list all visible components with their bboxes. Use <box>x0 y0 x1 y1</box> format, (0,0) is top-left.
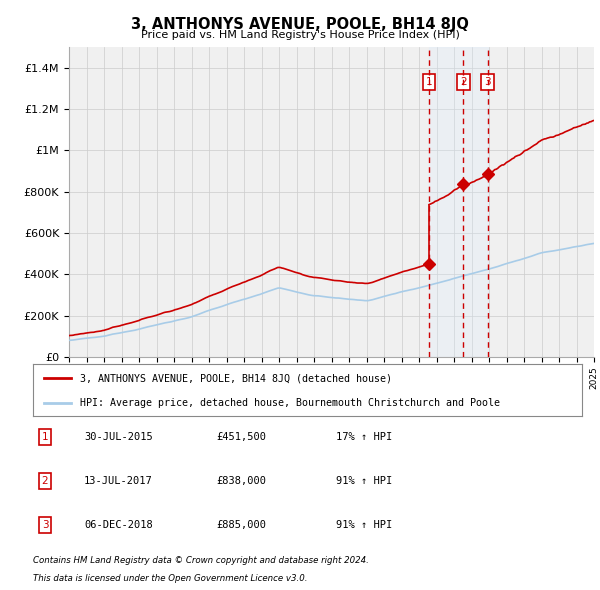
Text: 1: 1 <box>41 432 49 441</box>
Text: 91% ↑ HPI: 91% ↑ HPI <box>336 476 392 486</box>
Text: 06-DEC-2018: 06-DEC-2018 <box>84 520 153 530</box>
Text: 91% ↑ HPI: 91% ↑ HPI <box>336 520 392 530</box>
Text: 2: 2 <box>460 77 467 87</box>
Text: Contains HM Land Registry data © Crown copyright and database right 2024.: Contains HM Land Registry data © Crown c… <box>33 556 369 565</box>
Text: £885,000: £885,000 <box>216 520 266 530</box>
Text: HPI: Average price, detached house, Bournemouth Christchurch and Poole: HPI: Average price, detached house, Bour… <box>80 398 500 408</box>
Bar <box>429 47 488 357</box>
Text: 30-JUL-2015: 30-JUL-2015 <box>84 432 153 441</box>
Text: £838,000: £838,000 <box>216 476 266 486</box>
Text: 3, ANTHONYS AVENUE, POOLE, BH14 8JQ (detached house): 3, ANTHONYS AVENUE, POOLE, BH14 8JQ (det… <box>80 373 392 383</box>
Text: 3: 3 <box>484 77 491 87</box>
Text: 3: 3 <box>41 520 49 530</box>
Text: 13-JUL-2017: 13-JUL-2017 <box>84 476 153 486</box>
Text: 2: 2 <box>41 476 49 486</box>
Text: This data is licensed under the Open Government Licence v3.0.: This data is licensed under the Open Gov… <box>33 574 308 583</box>
Text: 1: 1 <box>426 77 433 87</box>
Text: 17% ↑ HPI: 17% ↑ HPI <box>336 432 392 441</box>
Text: £451,500: £451,500 <box>216 432 266 441</box>
Text: 3, ANTHONYS AVENUE, POOLE, BH14 8JQ: 3, ANTHONYS AVENUE, POOLE, BH14 8JQ <box>131 17 469 31</box>
Text: Price paid vs. HM Land Registry's House Price Index (HPI): Price paid vs. HM Land Registry's House … <box>140 30 460 40</box>
